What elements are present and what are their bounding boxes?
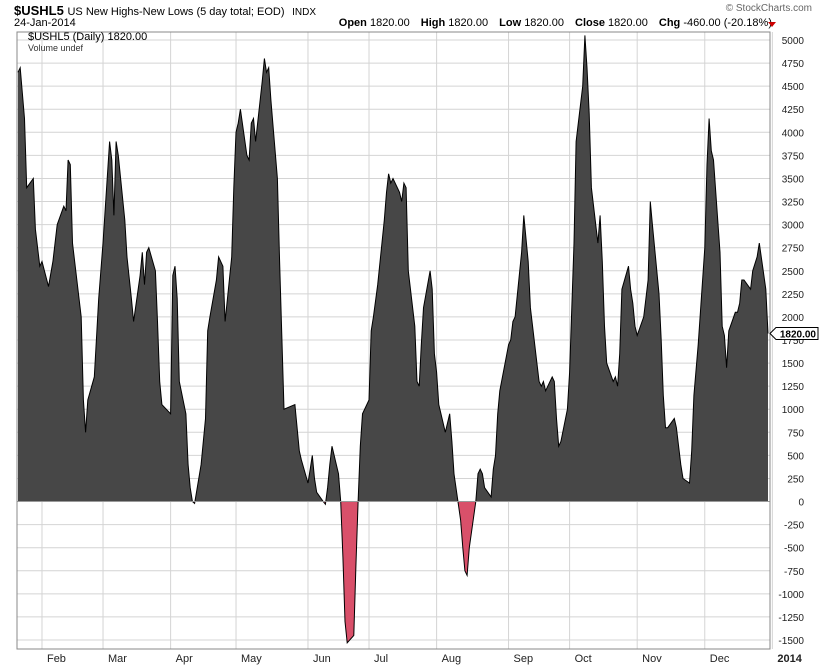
y-tick-label: 3250 xyxy=(782,198,805,209)
symbol-description: US New Highs-New Lows (5 day total; EOD) xyxy=(67,6,285,18)
high-label: High xyxy=(420,17,446,29)
x-tick-label: Oct xyxy=(575,653,592,665)
y-tick-label: 750 xyxy=(787,428,804,439)
y-tick-label: 3500 xyxy=(782,174,805,185)
exchange-label: INDX xyxy=(292,7,317,18)
legend: $USHL5 (Daily) 1820.00 Volume undef xyxy=(28,31,147,53)
y-tick-label: 500 xyxy=(787,451,804,462)
positive-area xyxy=(18,35,768,502)
chg-value: -460.00 (-20.18%) xyxy=(683,17,772,29)
x-axis: Feb Mar Apr May Jun Jul Aug Sep Oct Nov Dec 2014 xyxy=(47,653,803,665)
y-tick-label: -250 xyxy=(784,521,804,532)
y-tick-label: 4500 xyxy=(782,82,805,93)
last-value-marker: 1820.00 xyxy=(769,327,819,341)
x-tick-label: Feb xyxy=(47,653,66,665)
symbol: $USHL5 xyxy=(14,3,64,18)
chg-label: Chg xyxy=(658,17,681,29)
x-tick-label: Aug xyxy=(442,653,462,665)
y-tick-label: -500 xyxy=(784,544,804,555)
x-tick-label: Apr xyxy=(176,653,193,665)
x-tick-label: Jul xyxy=(374,653,388,665)
low-label: Low xyxy=(499,17,522,29)
plot-frame xyxy=(16,31,771,650)
area-series xyxy=(17,35,770,644)
y-axis: -1500 -1250 -1000 -750 -500 -250 0 250 500 750 100… xyxy=(778,36,804,647)
open-label: Open xyxy=(338,17,367,29)
y-tick-label: 2000 xyxy=(782,313,805,324)
x-tick-label: Jun xyxy=(313,653,331,665)
stockcharts-credit[interactable]: © StockCharts.com xyxy=(725,3,812,14)
down-arrow-icon xyxy=(768,22,776,27)
ohlc-readout: Open 1820.00 High 1820.00 Low 1820.00 Cl… xyxy=(339,17,772,29)
x-tick-label: Dec xyxy=(710,653,730,665)
y-tick-label: 4000 xyxy=(782,128,805,139)
open-value: 1820.00 xyxy=(369,17,410,29)
high-value: 1820.00 xyxy=(448,17,489,29)
last-value-box xyxy=(769,327,819,341)
y-tick-label: 1500 xyxy=(782,359,805,370)
legend-volume: Volume undef xyxy=(28,43,84,53)
y-tick-label: -1250 xyxy=(778,613,804,624)
y-tick-label: -750 xyxy=(784,567,804,578)
x-tick-label: Nov xyxy=(642,653,662,665)
chart-header: $USHL5 US New Highs-New Lows (5 day tota… xyxy=(0,0,820,32)
y-tick-label: 0 xyxy=(798,498,804,509)
close-label: Close xyxy=(575,17,605,29)
series-line xyxy=(17,35,769,644)
y-tick-label: 3000 xyxy=(782,221,805,232)
y-tick-label: 1750 xyxy=(782,336,805,347)
y-tick-label: 4750 xyxy=(782,59,805,70)
y-tick-label: 4250 xyxy=(782,105,805,116)
close-value: 1820.00 xyxy=(608,17,648,29)
symbol-title: $USHL5 US New Highs-New Lows (5 day tota… xyxy=(14,3,316,18)
y-tick-label: 2250 xyxy=(782,290,805,301)
x-tick-label: 2014 xyxy=(777,653,802,665)
y-tick-label: -1500 xyxy=(778,636,804,647)
x-tick-label: May xyxy=(241,653,262,665)
last-value-label: 1820.00 xyxy=(780,330,817,341)
low-value: 1820.00 xyxy=(524,17,564,29)
legend-series: $USHL5 (Daily) 1820.00 xyxy=(28,31,147,43)
x-tick-label: Mar xyxy=(108,653,127,665)
y-tick-label: 1000 xyxy=(782,405,805,416)
y-tick-label: -1000 xyxy=(778,590,804,601)
y-tick-label: 3750 xyxy=(782,151,805,162)
y-tick-label: 2500 xyxy=(782,267,805,278)
x-tick-label: Sep xyxy=(514,653,534,665)
y-tick-label: 1250 xyxy=(782,382,805,393)
y-tick-label: 250 xyxy=(787,474,804,485)
y-tick-label: 5000 xyxy=(782,36,805,47)
y-tick-label: 2750 xyxy=(782,244,805,255)
chart-date: 24-Jan-2014 xyxy=(14,17,76,29)
